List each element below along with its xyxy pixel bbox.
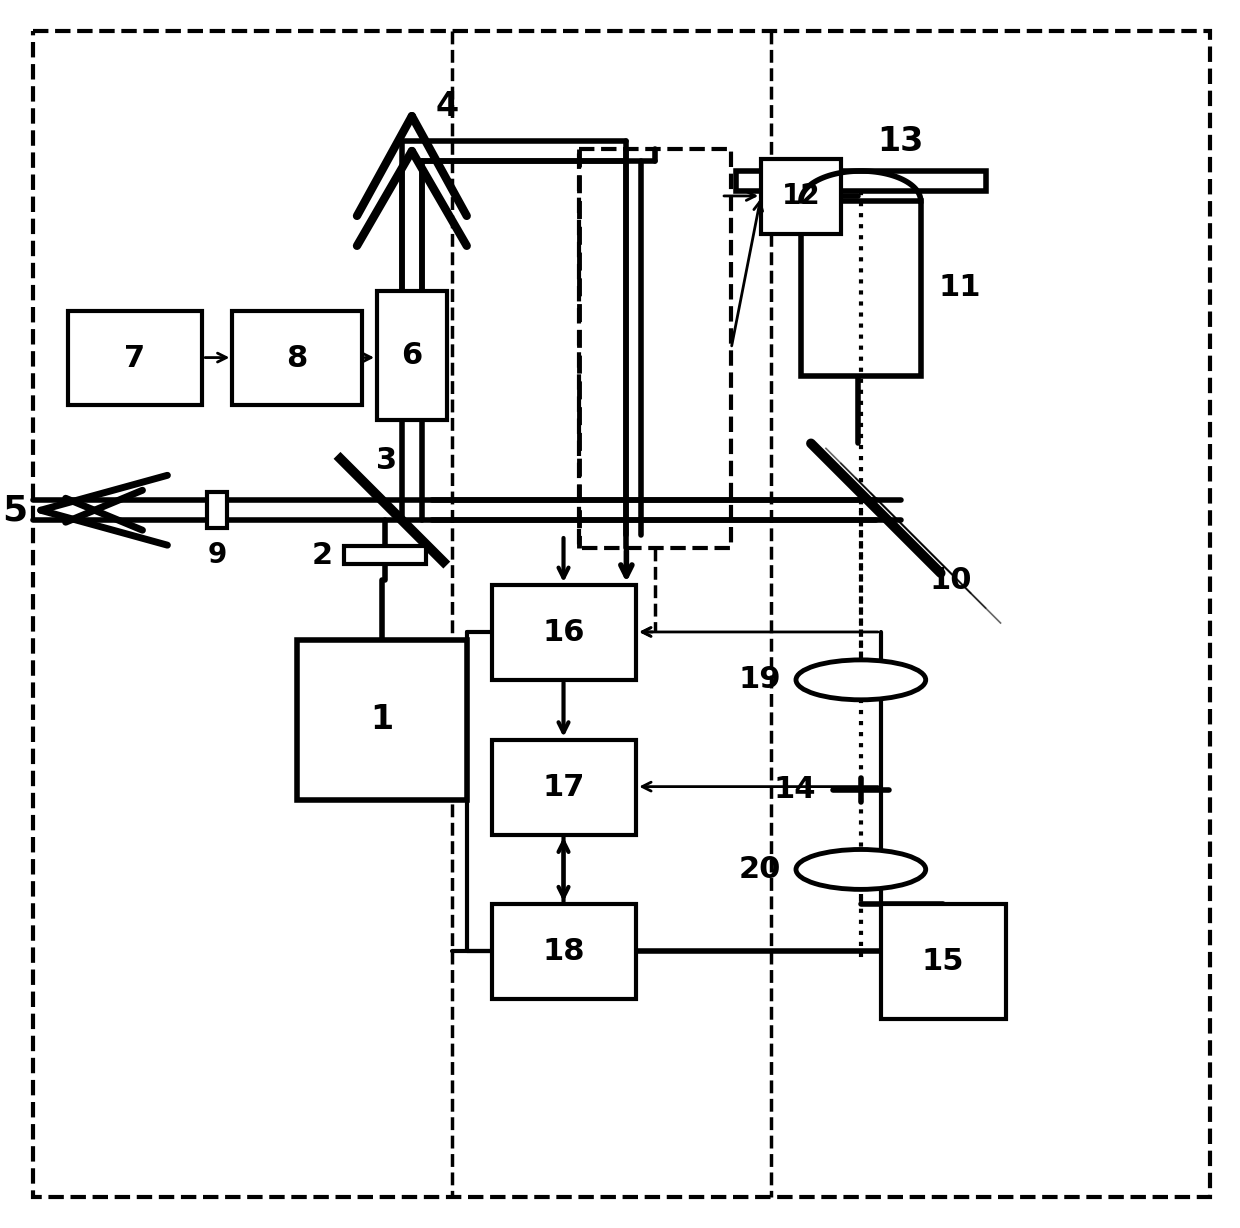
Text: 4: 4: [435, 90, 459, 123]
Bar: [801, 201, 921, 376]
Bar: [377, 291, 446, 420]
Text: 12: 12: [781, 183, 821, 210]
Bar: [207, 492, 227, 528]
Text: 3: 3: [377, 446, 398, 475]
Bar: [232, 311, 362, 405]
Text: 1: 1: [371, 704, 393, 737]
Text: 18: 18: [543, 937, 585, 966]
Ellipse shape: [796, 659, 926, 700]
Text: 5: 5: [2, 494, 27, 527]
Bar: [880, 904, 1006, 1019]
Text: 11: 11: [939, 274, 981, 302]
Bar: [492, 904, 636, 1000]
Ellipse shape: [796, 850, 926, 889]
Text: 19: 19: [738, 666, 781, 694]
Text: 8: 8: [286, 344, 308, 372]
Bar: [343, 546, 425, 564]
Text: 15: 15: [921, 947, 965, 976]
Text: 6: 6: [402, 341, 423, 370]
Text: 20: 20: [739, 855, 781, 884]
Bar: [737, 171, 986, 190]
Text: 14: 14: [774, 775, 816, 804]
Text: 10: 10: [930, 566, 972, 594]
Bar: [298, 640, 466, 799]
Text: 16: 16: [543, 618, 585, 647]
Bar: [492, 585, 636, 680]
Text: 13: 13: [878, 124, 924, 157]
Bar: [761, 158, 841, 233]
Text: 9: 9: [207, 542, 227, 569]
Text: 17: 17: [543, 772, 585, 802]
Bar: [579, 149, 732, 548]
Text: 2: 2: [311, 540, 332, 570]
Text: 7: 7: [124, 344, 145, 372]
Bar: [492, 739, 636, 835]
Bar: [68, 311, 202, 405]
